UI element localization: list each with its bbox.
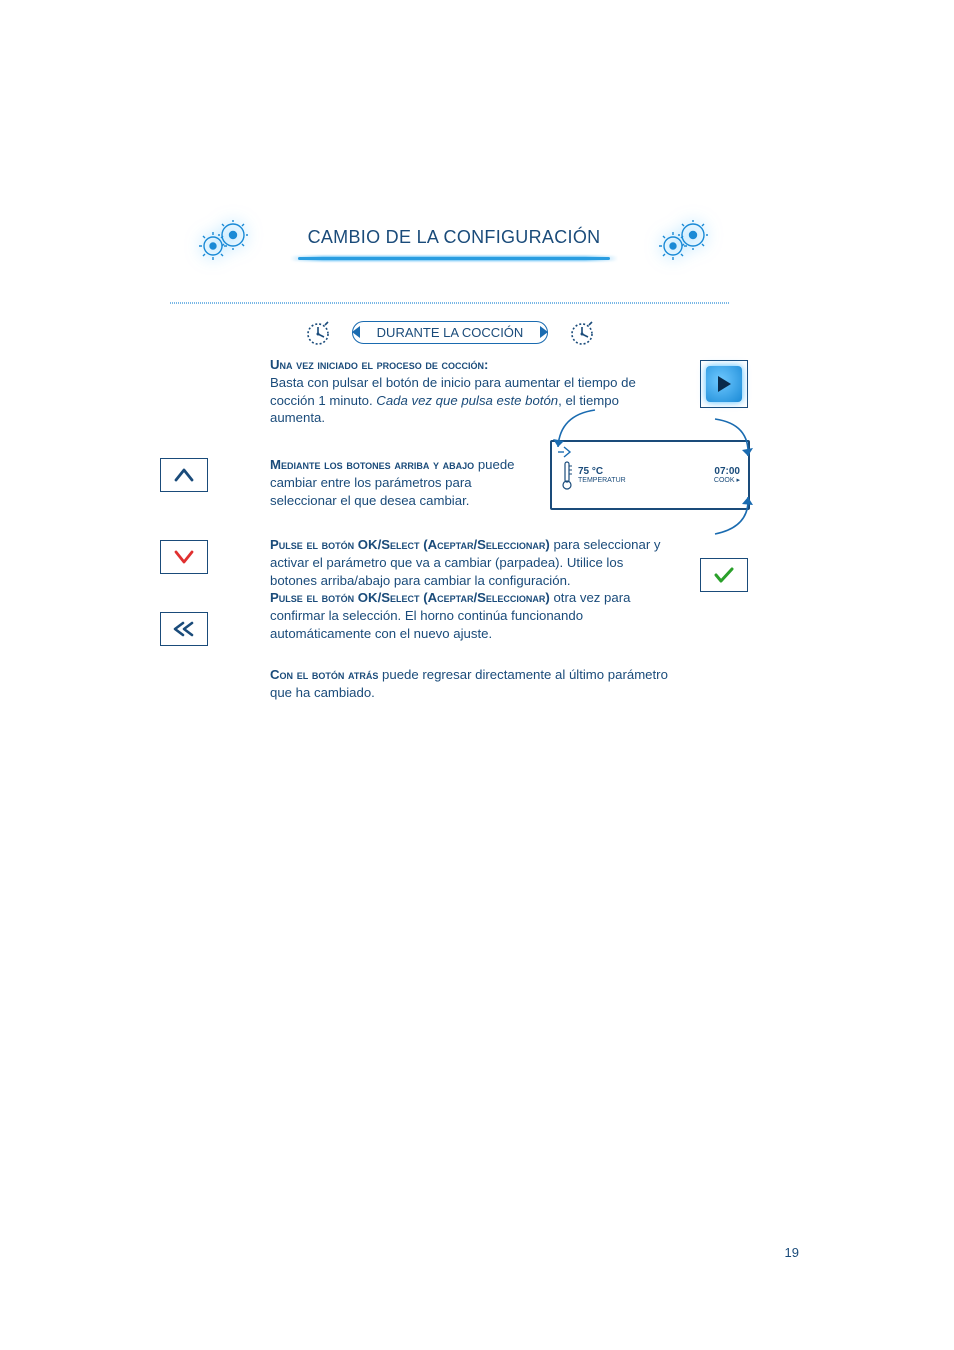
- p1-body-b: Cada vez que pulsa este botón: [376, 393, 558, 408]
- cursor-indicator: [556, 445, 576, 469]
- timer-icon: [568, 318, 596, 346]
- title-text: CAMBIO DE LA CONFIGURACIÓN: [308, 225, 601, 254]
- display-temp-label: TEMPERATUR: [578, 477, 626, 484]
- paragraph-5: Con el botón atrás puede regresar direct…: [270, 666, 672, 716]
- p2-lead: Mediante los botones arriba y abajo: [270, 457, 474, 472]
- display-cook-label: COOK: [714, 477, 735, 484]
- gear-icon: [195, 220, 255, 264]
- section-title: CAMBIO DE LA CONFIGURACIÓN: [290, 225, 618, 266]
- display-time-value: 07:00: [714, 467, 740, 477]
- paragraph-3-4: Pulse el botón OK/Select (Aceptar/Selecc…: [270, 536, 672, 657]
- manual-page: CAMBIO DE LA CONFIGURACIÓN DURANTE LA CO…: [0, 0, 954, 1350]
- up-button[interactable]: [160, 458, 208, 492]
- timer-icon: [304, 318, 332, 346]
- page-number: 19: [785, 1245, 799, 1260]
- p1-lead: Una vez iniciado el proceso de cocción:: [270, 357, 488, 372]
- chevron-down-icon: [174, 550, 194, 564]
- p3-lead: Pulse el botón OK/Select (Aceptar/Selecc…: [270, 537, 550, 552]
- display-temp-value: 75 °C: [578, 467, 626, 477]
- chevron-up-icon: [174, 468, 194, 482]
- pointer-arrow: [700, 492, 760, 542]
- chevron-double-left-icon: [172, 621, 196, 637]
- pointer-arrow: [700, 414, 760, 464]
- p4-lead: Pulse el botón OK/Select (Aceptar/Selecc…: [270, 590, 550, 605]
- subsection-title: DURANTE LA COCCIÓN: [352, 321, 549, 344]
- gear-icon: [655, 220, 715, 264]
- ok-button[interactable]: [700, 558, 748, 592]
- p5-lead: Con el botón atrás: [270, 667, 378, 682]
- paragraph-1: Una vez iniciado el proceso de cocción: …: [270, 356, 672, 441]
- back-button[interactable]: [160, 612, 208, 646]
- paragraph-2: Mediante los botones arriba y abajo pued…: [270, 456, 540, 523]
- check-icon: [713, 566, 735, 584]
- divider: [170, 302, 730, 304]
- subsection: DURANTE LA COCCIÓN: [170, 302, 730, 346]
- start-button[interactable]: [700, 360, 748, 408]
- play-icon: [706, 366, 742, 402]
- down-button[interactable]: [160, 540, 208, 574]
